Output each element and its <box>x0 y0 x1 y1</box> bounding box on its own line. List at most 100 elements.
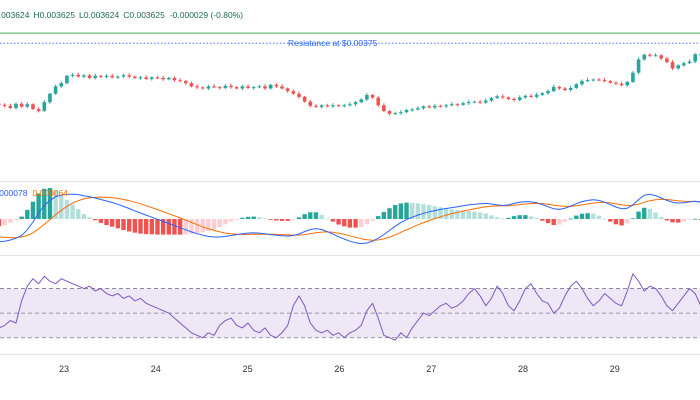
macd-histogram-bar <box>647 208 653 219</box>
macd-histogram-bar <box>302 214 307 219</box>
macd-histogram-bar <box>398 203 404 219</box>
macd-histogram-bar <box>143 219 149 235</box>
candle-body <box>585 80 590 82</box>
candle-body <box>608 81 613 83</box>
rsi-pane <box>0 273 700 341</box>
macd-histogram-bar <box>98 219 104 223</box>
macd-histogram-bar <box>274 219 279 221</box>
candle-body <box>466 102 471 104</box>
open-value: 0.003624 <box>0 10 30 20</box>
macd-histogram-bar <box>228 219 234 222</box>
macd-histogram-bar <box>126 219 132 232</box>
macd-histogram-bar <box>319 214 324 219</box>
macd-histogram-bar <box>115 219 121 229</box>
candle-body <box>670 62 675 69</box>
candle-body <box>483 100 488 103</box>
macd-histogram-bar <box>257 217 262 219</box>
candle-body <box>693 54 697 62</box>
candle-body <box>433 105 437 108</box>
time-tick-label: 28 <box>518 364 528 374</box>
macd-histogram-bar <box>449 209 454 219</box>
macd-histogram-bar <box>160 219 166 235</box>
macd-histogram-bar <box>2 219 7 226</box>
candle-body <box>540 93 545 95</box>
macd-histogram-bar <box>64 199 70 219</box>
macd-pane <box>0 188 700 245</box>
candle-body <box>546 91 550 94</box>
candle-body <box>489 97 494 101</box>
macd-histogram-bar <box>630 218 636 220</box>
macd-histogram-bar <box>330 219 336 222</box>
candle-body <box>676 65 680 69</box>
macd-histogram-bar <box>596 215 602 219</box>
candle-body <box>342 105 347 107</box>
macd-histogram-bar <box>364 219 370 225</box>
candle-body <box>382 105 386 112</box>
time-tick-label: 29 <box>610 364 620 374</box>
candle-body <box>523 95 528 98</box>
candle-body <box>348 104 352 106</box>
candle-body <box>353 102 358 105</box>
macd-histogram-bar <box>155 219 160 235</box>
signal-line <box>0 196 700 241</box>
candle-body <box>314 105 318 107</box>
candle-body <box>48 93 52 103</box>
macd-histogram-bar <box>409 202 415 219</box>
macd-histogram-bar <box>557 219 562 225</box>
low-value: 0.003624 <box>84 10 120 20</box>
macd-histogram-bar <box>342 219 347 227</box>
candle-body <box>399 112 403 114</box>
high-value: 0.003625 <box>40 10 76 20</box>
candle-body <box>274 84 279 87</box>
macd-histogram-bar <box>296 217 302 219</box>
candle-body <box>427 106 431 108</box>
candle-body <box>70 74 75 76</box>
candle-body <box>568 87 573 91</box>
candle-body <box>234 87 239 89</box>
macd-histogram-bar <box>313 212 319 219</box>
candle-body <box>421 106 426 109</box>
macd-histogram-bar <box>251 216 256 219</box>
macd-histogram-bar <box>93 219 98 221</box>
time-tick-label: 23 <box>59 364 69 374</box>
time-axis: 23 24 25 26 27 28 29 <box>59 364 620 374</box>
macd-histogram-bar <box>138 219 143 234</box>
macd-histogram-bar <box>8 219 13 223</box>
candle-body <box>495 96 499 98</box>
candle-body <box>512 99 516 101</box>
candle-body <box>461 103 465 105</box>
macd-histogram-bar <box>415 203 421 219</box>
macd-histogram-bar <box>443 208 449 219</box>
close-value: 0.003625 <box>129 10 165 20</box>
macd-histogram-bar <box>692 218 698 220</box>
candle-body <box>359 99 364 103</box>
candle-body <box>93 75 98 78</box>
macd-histogram-bar <box>262 218 268 220</box>
macd-histogram-bar <box>500 218 505 220</box>
candle-body <box>376 97 381 106</box>
candle-body <box>285 88 290 92</box>
macd-histogram-bar <box>602 218 607 220</box>
candle-body <box>0 103 1 105</box>
macd-histogram-bar <box>13 219 19 220</box>
macd-histogram-bar <box>545 219 551 224</box>
candle-body <box>455 104 460 106</box>
candle-body <box>206 86 211 89</box>
ohlc-readout: 0.003624H0.003625L0.003624C0.003625-0.00… <box>0 10 243 20</box>
candle-body <box>150 77 154 79</box>
macd-histogram-bar <box>177 219 183 235</box>
candle-body <box>212 86 216 88</box>
macd-histogram-bar <box>53 190 58 219</box>
candle-body <box>25 104 30 107</box>
macd-readout: 0.000078 0.000064 <box>0 188 68 198</box>
macd-histogram-bar <box>19 216 24 219</box>
candle-body <box>631 72 635 82</box>
macd-histogram-bar <box>70 204 75 219</box>
macd-histogram-bar <box>353 219 358 228</box>
macd-histogram-bar <box>166 219 171 235</box>
macd-histogram-bar <box>659 216 664 219</box>
candle-body <box>387 111 392 114</box>
candle-body <box>65 75 69 84</box>
candle-body <box>297 93 301 97</box>
